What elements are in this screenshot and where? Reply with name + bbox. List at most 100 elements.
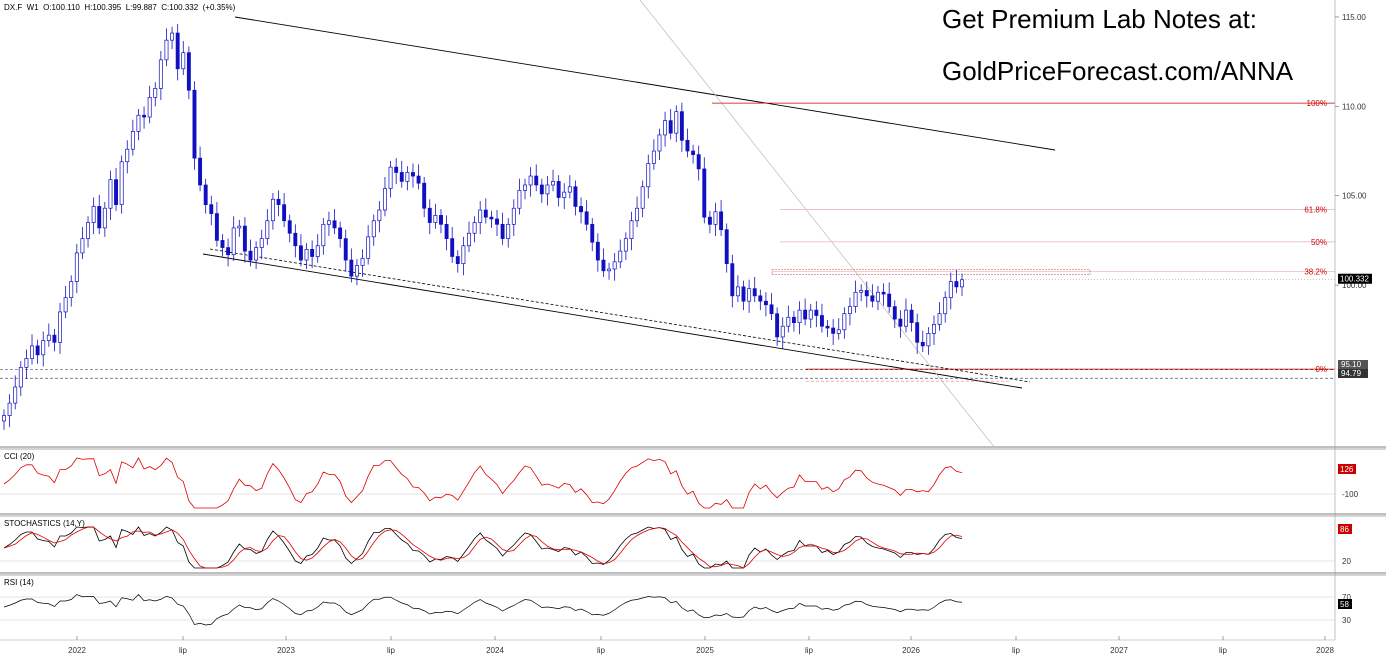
- candle-body: [35, 345, 40, 356]
- candle-body: [2, 415, 6, 422]
- cci-value-box: [1338, 464, 1356, 474]
- candle-body: [887, 293, 892, 307]
- candle-body: [500, 223, 505, 239]
- candle-body: [539, 184, 544, 195]
- candle-body: [920, 341, 925, 347]
- candle-body: [74, 252, 79, 282]
- candle-body: [629, 220, 634, 239]
- candle-body: [870, 295, 875, 302]
- candle-body: [803, 309, 808, 320]
- candle-body: [203, 184, 208, 206]
- candle-body: [932, 324, 936, 334]
- candle-body: [775, 313, 780, 338]
- candle-body: [719, 211, 724, 231]
- candle-body: [948, 281, 953, 298]
- candle-body: [248, 250, 253, 261]
- candle-body: [696, 154, 701, 170]
- support-label-box: [1338, 360, 1368, 369]
- candle-body: [411, 172, 415, 177]
- candle-body: [607, 268, 612, 272]
- promo-line-2: GoldPriceForecast.com/ANNA: [942, 56, 1294, 86]
- candle-body: [601, 259, 606, 272]
- cci-tick-label: -100: [1342, 490, 1359, 499]
- candle-body: [489, 216, 494, 220]
- candle-body: [136, 114, 141, 132]
- candle-body: [377, 209, 382, 222]
- last-price-label: 100.332: [1340, 275, 1369, 284]
- candle-body: [478, 209, 483, 223]
- x-tick-label: 2022: [68, 646, 86, 655]
- candle-body: [467, 232, 471, 247]
- candle-body: [13, 386, 18, 404]
- candle-body: [360, 257, 365, 266]
- candle-body: [786, 316, 791, 327]
- x-tick-label: lip: [597, 646, 606, 655]
- x-tick-label: 2026: [902, 646, 920, 655]
- candle-body: [859, 290, 864, 293]
- candle-body: [904, 309, 908, 327]
- candle-body: [142, 114, 147, 118]
- candle-body: [579, 206, 583, 213]
- candle-body: [315, 245, 320, 257]
- candle-body: [730, 263, 735, 297]
- candle-body: [338, 227, 343, 239]
- candle-body: [287, 220, 292, 234]
- fibonacci-layer: 100% 61.8% 50% 38.2% 0%: [712, 99, 1335, 382]
- candle-body: [349, 259, 354, 277]
- candle-body: [383, 188, 387, 211]
- candle-body: [181, 52, 186, 70]
- candle-body: [797, 309, 802, 323]
- candle-body: [293, 232, 298, 247]
- candle-body: [534, 175, 539, 186]
- candle-body: [691, 150, 696, 155]
- candle-body: [198, 157, 203, 186]
- candle-body: [567, 186, 572, 193]
- candle-body: [943, 297, 948, 315]
- candle-body: [556, 181, 561, 198]
- candle-body: [153, 88, 158, 98]
- candle-body: [24, 358, 29, 368]
- upper-trendline: [234, 16, 1056, 151]
- candle-body: [86, 222, 90, 239]
- candle-body: [752, 288, 757, 297]
- x-tick-label: 2027: [1110, 646, 1128, 655]
- grid-layer: [0, 446, 1386, 621]
- candle-body: [892, 306, 897, 320]
- candle-body: [254, 247, 259, 261]
- stoch-d-line: [3, 526, 963, 569]
- candle-body: [119, 161, 124, 206]
- candle-body: [769, 304, 774, 315]
- fib-level-label: 61.8%: [1304, 205, 1327, 214]
- candle-body: [63, 297, 68, 313]
- candle-body: [444, 223, 449, 239]
- candle-body: [46, 334, 51, 341]
- cci-line: [3, 457, 963, 509]
- cci-title: CCI (20): [4, 452, 35, 461]
- candle-body: [876, 291, 880, 302]
- candle-body: [758, 295, 763, 302]
- candle-body: [242, 225, 247, 252]
- candle-body: [130, 131, 135, 150]
- candle-body: [763, 300, 768, 306]
- fib-level-label: 50%: [1311, 238, 1327, 247]
- candle-body: [321, 223, 326, 247]
- candle-body: [394, 166, 399, 173]
- candle-body: [741, 286, 746, 302]
- candle-body: [836, 329, 841, 334]
- candle-body: [427, 207, 432, 223]
- x-tick-label: 2028: [1316, 646, 1334, 655]
- candle-body: [371, 220, 376, 238]
- candle-body: [735, 286, 740, 297]
- candle-body: [147, 97, 152, 118]
- candle-body: [808, 309, 813, 320]
- candle-body: [528, 175, 533, 186]
- candle-body: [511, 207, 516, 225]
- candle-body: [747, 288, 752, 302]
- x-tick-label: 2025: [696, 646, 714, 655]
- candle-body: [265, 220, 270, 239]
- candle-body: [310, 248, 315, 257]
- candle-body: [584, 211, 589, 225]
- candle-body: [282, 204, 287, 222]
- candle-body: [237, 225, 242, 229]
